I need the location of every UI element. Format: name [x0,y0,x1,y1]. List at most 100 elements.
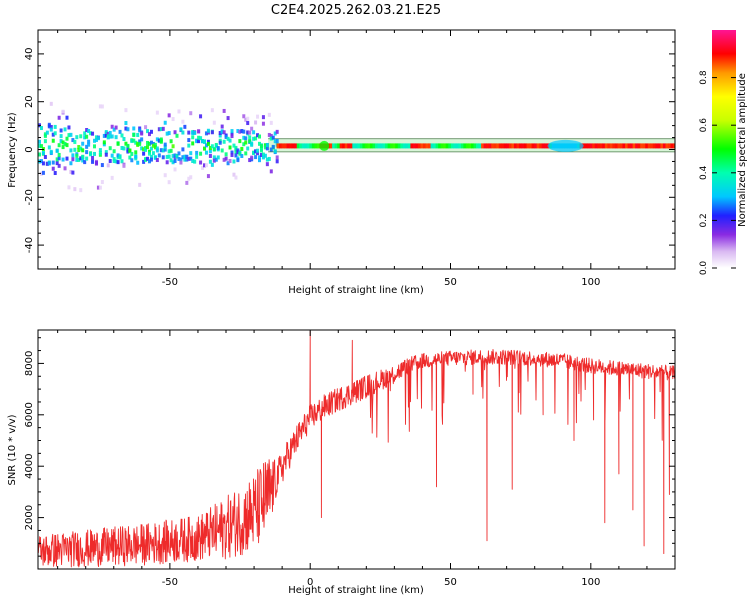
spectrogram-band-cell [468,143,472,149]
spectrogram-cell [275,138,279,143]
spectrogram-cell [191,159,195,164]
spectrogram-cell [185,157,189,162]
spectrogram-band-cell [617,143,621,149]
spectrogram-cell [199,151,203,156]
spectrogram-cell [212,155,216,160]
spectrogram-cell [263,145,267,150]
spectrogram-cell [210,130,214,135]
spectrogram-blob [319,140,330,151]
snr-ylabel: SNR (10 * v/v) [7,414,18,485]
spectrogram-cell [134,150,138,155]
spec-xtick-label: 50 [444,277,457,288]
spectrogram-cell [197,139,201,144]
spectrogram-cell [144,157,148,162]
spectrogram-band-cell [344,143,348,149]
spectrogram-band-cell [614,143,618,149]
spectrogram-cell [181,119,185,124]
spectrogram-cell [79,146,83,151]
spectrogram-cell [195,150,199,155]
spectrogram-band-cell [450,143,454,149]
spectrogram-cell [236,129,240,134]
spectrogram-cell [138,141,142,146]
spectrogram-band-cell [584,143,588,149]
spectrogram-panel: -50 50 100 -40 -20 0 20 40 Height of straight l… [7,29,676,296]
spectrogram-cell [187,176,191,181]
spectrogram-cell [163,144,167,149]
spectrogram-cell [208,159,212,164]
spectrogram-cell [199,136,203,141]
spectrogram-cell [153,142,157,147]
spectrogram-cell [157,153,161,158]
spectrogram-cell [59,128,63,133]
spectrogram-cell [102,140,106,145]
spectrogram-band-cell [483,143,487,149]
spectrogram-cell [230,129,234,134]
spectrogram-cell [171,153,175,158]
spectrogram-cell [208,149,212,154]
spectrogram-cell [258,141,262,146]
spectrogram-cell [248,158,252,163]
spec-ytick-label: 0 [24,146,35,152]
spectrogram-cell [201,139,205,144]
spectrogram-band-cell [518,143,522,149]
spectrogram-cell [222,139,226,144]
spectrogram-band-cell [362,143,366,149]
spectrogram-cell [140,146,144,151]
spectrogram-band-cell [445,143,449,149]
spectrogram-cell [63,166,67,171]
snr-xtick-label: 100 [581,577,600,588]
spectrogram-cell [191,135,195,140]
spectrogram-cell [224,156,228,161]
spectrogram-band-cell [647,143,651,149]
spectrogram-cell [240,146,244,151]
spectrogram-cell [51,160,55,165]
spec-ytick-label: 20 [24,95,35,108]
spectrogram-cell [104,130,108,135]
spectrogram-cell [148,132,152,137]
spectrogram-cell [53,124,57,129]
spectrogram-band-cell [465,143,469,149]
spectrogram-cell [155,158,159,163]
spec-ytick-label: -40 [24,237,35,253]
spectrogram-band-cell [597,143,601,149]
colorbar-tick-label: 0.2 [699,213,709,227]
spectrogram-cell [185,154,189,159]
spectrogram-cell [120,145,124,150]
spectrogram-cell [108,158,112,163]
spectrogram-cell [181,130,185,135]
spectrogram-band-cell [339,143,343,149]
spectrogram-cell [49,149,53,154]
spectrogram-cell [271,135,275,140]
spectrogram-band-cell [673,143,675,149]
spectrogram-cell [244,117,248,122]
spectrogram-cell [212,120,216,125]
spectrogram-cell [71,153,75,158]
snr-ytick-label: 8000 [24,351,35,376]
spectrogram-cell [167,131,171,136]
spectrogram-band-cell [478,143,482,149]
spectrogram-cell [259,152,263,157]
spectrogram-cell [148,151,152,156]
spectrogram-cell [179,157,183,162]
spectrogram-cell [265,142,269,147]
colorbar-tick-label: 0.0 [699,261,709,276]
spectrogram-cell [242,129,246,134]
spectrogram-band-cell [670,143,674,149]
spectrogram-cell [102,133,106,138]
spectrogram-cell [94,137,98,142]
spectrogram-cell [177,109,181,114]
spectrogram-band-cell [513,143,517,149]
spectrogram-cell [91,159,95,164]
spectrogram-cell [222,157,226,162]
spectrogram-heatmap [38,101,675,193]
spectrogram-cell [79,188,83,193]
spectrogram-cell [199,160,203,165]
spectrogram-cell [165,154,169,159]
spectrogram-cell [85,134,89,139]
spectrogram-cell [87,142,91,147]
spectrogram-cell [218,138,222,143]
spectrogram-band-cell [349,143,353,149]
spectrogram-band-cell [496,143,500,149]
spectrogram-band-cell [657,143,661,149]
spectrogram-cell [146,140,150,145]
